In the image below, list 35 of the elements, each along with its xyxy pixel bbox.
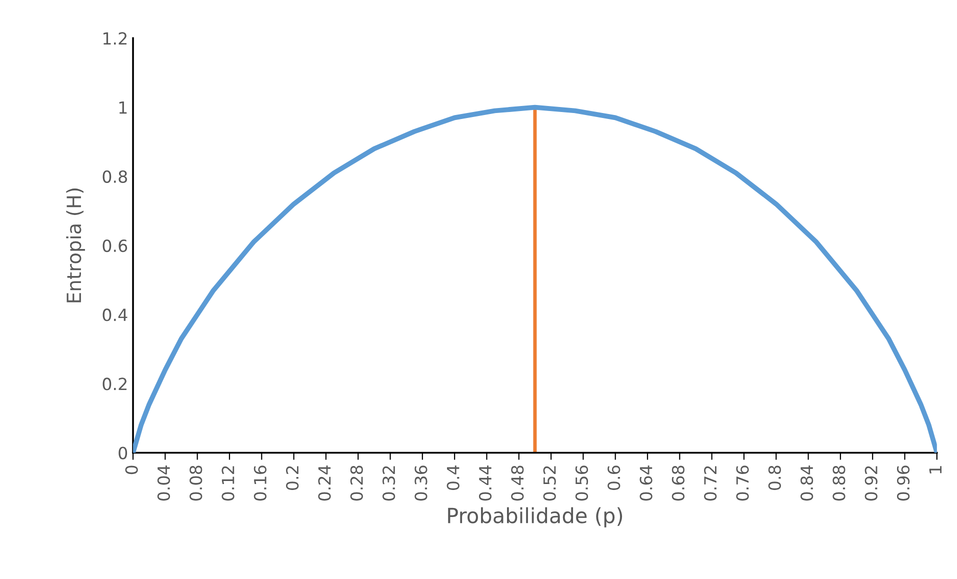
x-tick-label: 0.2	[286, 466, 299, 490]
x-tick-label: 0.88	[832, 466, 846, 501]
x-tick-label: 0.24	[318, 466, 331, 501]
x-tick-label: 0.72	[704, 466, 717, 501]
x-tick-label: 0.6	[608, 466, 620, 490]
y-tick-label: 1.2	[103, 32, 126, 45]
x-tick-label: 0.92	[864, 466, 878, 501]
x-tick-label: 0.08	[190, 466, 202, 501]
x-tick-label: 0.64	[640, 466, 652, 501]
x-tick-label: 0	[125, 466, 138, 474]
x-tick-label: 0.84	[800, 466, 814, 501]
x-tick-label: 0.44	[478, 466, 492, 501]
x-tick-label: 0.56	[575, 466, 588, 501]
y-tick-label: 1	[119, 101, 127, 114]
x-tick-label: 0.36	[414, 466, 428, 501]
x-tick-label: 0.52	[543, 466, 556, 501]
y-tick-label: 0	[118, 446, 128, 460]
y-tick-label: 0.2	[102, 378, 126, 390]
x-tick-label: 0.32	[382, 466, 396, 501]
x-tick-label: 0.8	[768, 466, 781, 490]
x-tick-label: 0.16	[254, 466, 266, 501]
x-tick-label: 0.12	[222, 466, 234, 501]
x-tick-label: 0.96	[896, 466, 910, 501]
x-axis-title: Probabilidade (p)	[448, 507, 622, 528]
y-tick-label: 0.6	[102, 239, 128, 252]
x-tick-label: 0.76	[736, 466, 749, 501]
x-tick-label: 0.28	[350, 466, 363, 501]
y-tick-label: 0.4	[102, 308, 128, 322]
x-tick-label: 1	[929, 466, 942, 474]
x-tick-label: 0.4	[446, 466, 460, 490]
y-tick-label: 0.8	[102, 170, 128, 183]
x-tick-label: 0.68	[672, 466, 684, 501]
x-tick-label: 0.04	[157, 466, 170, 501]
x-tick-label: 0.48	[511, 466, 524, 501]
y-axis-title: Entropia (H)	[66, 188, 85, 302]
